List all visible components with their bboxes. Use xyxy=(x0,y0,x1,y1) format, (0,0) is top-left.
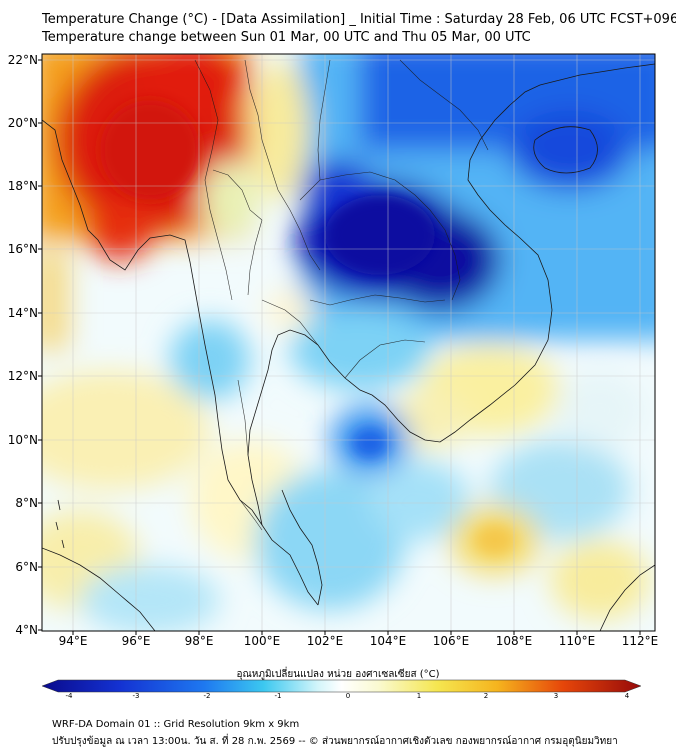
colorbar-tick: 2 xyxy=(483,692,489,700)
footer-model-info: WRF-DA Domain 01 :: Grid Resolution 9km … xyxy=(52,719,300,730)
lon-label: 100°E xyxy=(243,634,281,648)
colorbar-tick: 0 xyxy=(345,692,351,700)
footer-credit: ปรับปรุงข้อมูล ณ เวลา 13:00น. วัน ส. ที่… xyxy=(52,736,618,747)
temperature-field xyxy=(42,54,655,631)
colorbar-tick: -4 xyxy=(65,692,73,700)
map-subtitle: Temperature change between Sun 01 Mar, 0… xyxy=(42,30,531,45)
colorbar-tick: 1 xyxy=(416,692,422,700)
lat-label: 14°N xyxy=(7,306,38,320)
lon-label: 106°E xyxy=(432,634,470,648)
colorbar-tick: 3 xyxy=(553,692,559,700)
lon-label: 98°E xyxy=(184,634,214,648)
lon-label: 102°E xyxy=(306,634,344,648)
lon-label: 96°E xyxy=(121,634,151,648)
coastlines xyxy=(42,63,655,631)
lon-label: 110°E xyxy=(558,634,596,648)
lat-label: 20°N xyxy=(7,116,38,130)
map-frame xyxy=(41,53,656,632)
lat-label: 4°N xyxy=(15,623,38,637)
grid-lines xyxy=(42,54,655,631)
colorbar xyxy=(41,679,642,693)
colorbar-title: อุณหภูมิเปลี่ยนแปลง หน่วย องศาเซลเซียส (… xyxy=(236,669,440,680)
lat-label: 10°N xyxy=(7,433,38,447)
lat-label: 8°N xyxy=(15,496,38,510)
lat-label: 22°N xyxy=(7,53,38,67)
axis-ticks xyxy=(38,59,641,635)
lon-label: 104°E xyxy=(369,634,407,648)
lat-label: 18°N xyxy=(7,179,38,193)
lon-label: 94°E xyxy=(58,634,88,648)
lon-label: 108°E xyxy=(495,634,533,648)
borders xyxy=(194,59,489,531)
colorbar-tick: -3 xyxy=(132,692,140,700)
map-title: Temperature Change (°C) - [Data Assimila… xyxy=(42,12,676,27)
colorbar-tick: -1 xyxy=(274,692,282,700)
lon-label: 112°E xyxy=(621,634,659,648)
colorbar-tick: -2 xyxy=(203,692,211,700)
lat-label: 16°N xyxy=(7,242,38,256)
lat-label: 6°N xyxy=(15,560,38,574)
colorbar-tick: 4 xyxy=(624,692,630,700)
lat-label: 12°N xyxy=(7,369,38,383)
